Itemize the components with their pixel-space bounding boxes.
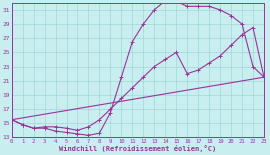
X-axis label: Windchill (Refroidissement éolien,°C): Windchill (Refroidissement éolien,°C) (59, 145, 217, 152)
